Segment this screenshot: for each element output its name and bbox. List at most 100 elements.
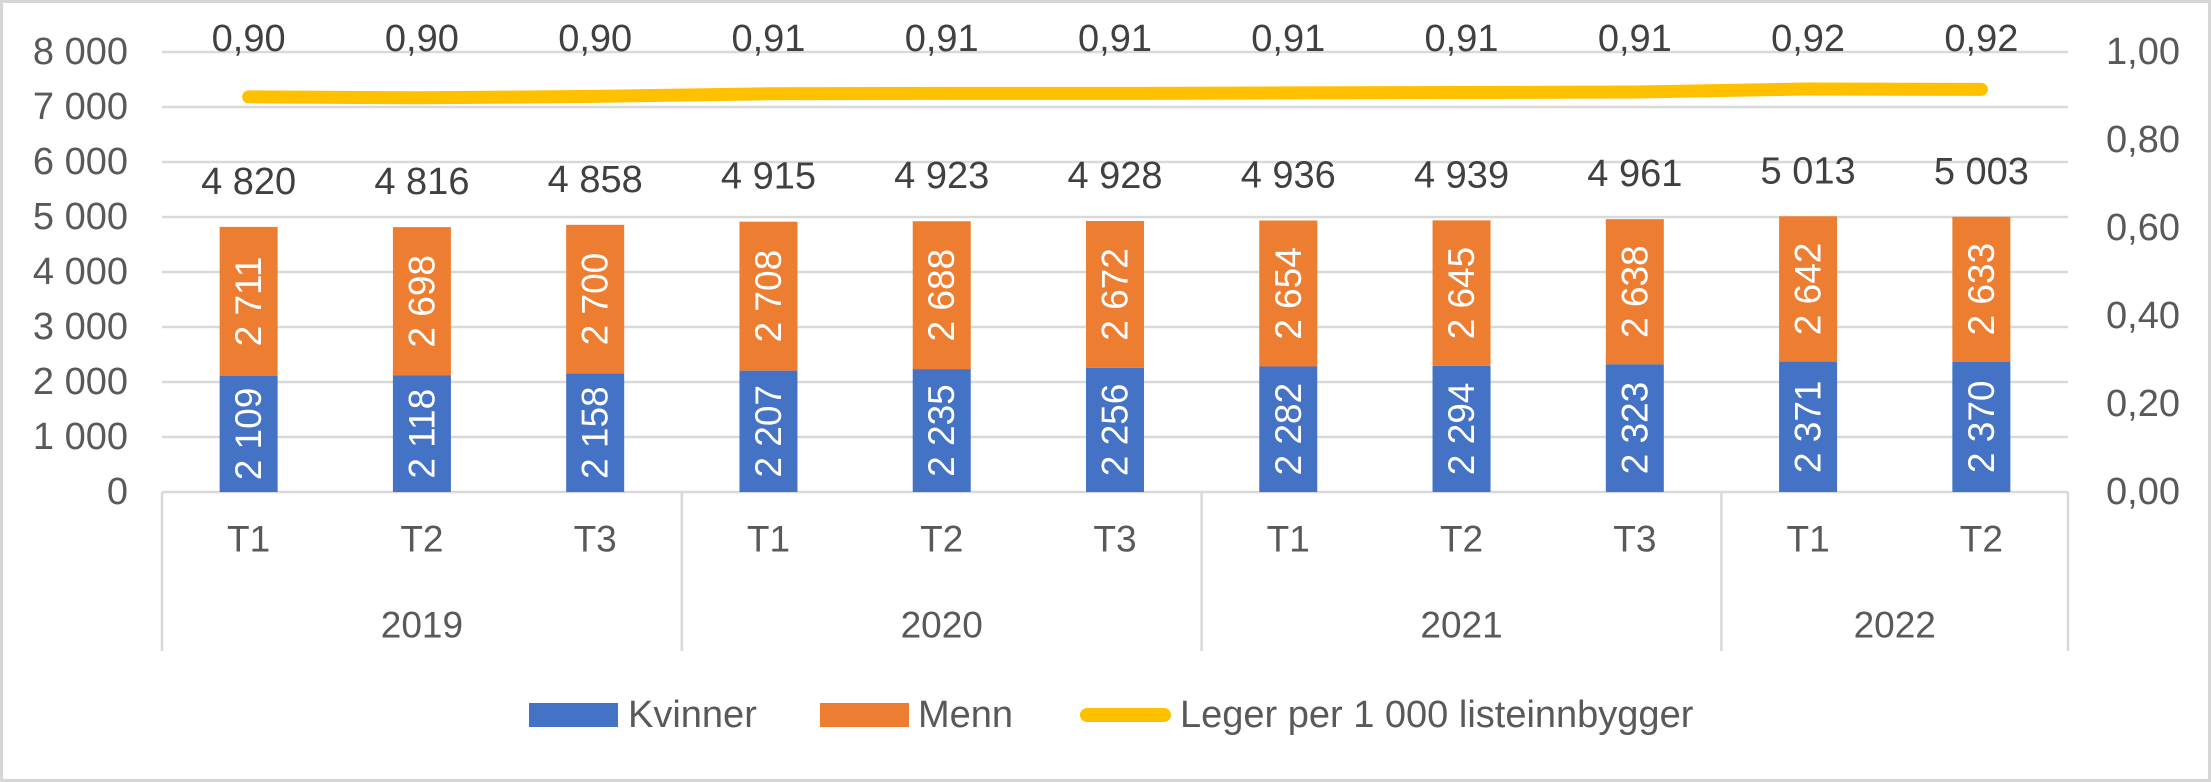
tertial-tick-label[interactable]: T2 [400,519,443,560]
bar-value-label-menn: 2 698 [401,255,442,348]
bar-total-label: 4 816 [374,161,469,203]
right-axis-tick: 0,40 [2106,295,2180,337]
left-axis-tick: 5 000 [33,196,128,238]
bar-segment-kvinner[interactable] [1605,364,1664,492]
left-axis-tick: 6 000 [33,141,128,183]
bar-value-label-kvinner: 2 207 [748,385,789,478]
bar-segment-kvinner[interactable] [1432,365,1491,492]
year-tick-label[interactable]: 2020 [901,605,983,646]
tertial-tick-label[interactable]: T3 [1613,519,1656,560]
bar-value-label-menn: 2 700 [575,253,616,346]
category-axis: T1 T2 T3 2019 T1 T2 T3 2020 T1 T2 T3 2021 T1 T2 2022 [160,492,2070,651]
tertial-tick-label[interactable]: T2 [920,519,963,560]
bar-segment-kvinner[interactable] [912,369,971,492]
tertial-tick-label[interactable]: T3 [1093,519,1136,560]
left-axis-tick: 3 000 [33,306,128,348]
bar-series [219,216,2011,492]
bar-segment-kvinner[interactable] [1952,361,2011,492]
line-value-label: 0,90 [558,18,632,60]
bar-segment-kvinner[interactable] [739,370,798,492]
legend-line-swatch [1080,708,1171,722]
tertial-tick-label[interactable]: T1 [227,519,270,560]
legend-item-kvinner[interactable]: Kvinner [529,694,757,736]
bar-value-label-menn: 2 708 [748,250,789,343]
bar-value-label-kvinner: 2 118 [401,389,442,479]
bar-value-label-menn: 2 672 [1095,248,1136,341]
bar-segment-kvinner[interactable] [1086,367,1144,492]
bar-segment-menn[interactable] [566,224,625,374]
labels: 8 000 7 000 6 000 5 000 4 000 3 000 2 000 1 000… [33,18,2180,513]
line-value-label: 0,90 [385,18,459,60]
bar-segment-kvinner[interactable] [219,376,278,492]
bar-segment-kvinner[interactable] [1779,361,1838,492]
left-axis-tick: 1 000 [33,416,128,458]
legend-item-leger[interactable]: Leger per 1 000 listeinnbygger [1080,694,1694,736]
tertial-tick-label[interactable]: T2 [1960,519,2003,560]
line-series-leger-per-1000[interactable] [242,82,1988,105]
line-value-label: 0,91 [731,18,805,60]
legend-swatch [820,703,909,727]
year-tick-label[interactable]: 2021 [1420,605,1502,646]
line-value-label: 0,91 [1425,18,1499,60]
left-axis-tick: 4 000 [33,251,128,293]
bar-value-label-kvinner: 2 282 [1268,383,1309,476]
tertial-tick-label[interactable]: T1 [747,519,790,560]
bar-value-label-kvinner: 2 256 [1095,384,1136,477]
combo-chart-svg: 8 000 7 000 6 000 5 000 4 000 3 000 2 000 1 000… [33,18,2180,736]
bar-segment-menn[interactable] [912,221,971,370]
bar-value-label-menn: 2 642 [1788,243,1829,336]
year-tick-label[interactable]: 2019 [381,605,463,646]
bar-value-label-kvinner: 2 323 [1614,382,1655,475]
bar-segment-menn[interactable] [1259,220,1318,367]
tertial-tick-label[interactable]: T2 [1440,519,1483,560]
legend-item-menn[interactable]: Menn [820,694,1013,736]
tertial-tick-label[interactable]: T1 [1267,519,1310,560]
left-axis-tick: 2 000 [33,361,128,403]
bar-segment-menn[interactable] [1952,216,2011,362]
bar-total-label: 4 928 [1067,155,1162,197]
tertial-tick-label[interactable]: T1 [1786,519,1829,560]
bar-total-label: 5 013 [1761,150,1856,192]
bar-segment-menn[interactable] [1432,220,1491,366]
legend: Kvinner Menn Leger per 1 000 listeinnbygge… [529,694,1694,736]
bar-value-label-kvinner: 2 370 [1961,381,2002,474]
legend-swatch [529,703,618,727]
line-value-label: 0,91 [1251,18,1325,60]
bar-total-label: 4 858 [548,159,643,201]
bar-total-label: 4 961 [1587,153,1682,195]
year-tick-label[interactable]: 2022 [1854,605,1936,646]
bar-segment-kvinner[interactable] [392,375,451,492]
legend-label: Kvinner [628,694,757,736]
bar-total-label: 4 923 [894,155,989,197]
tertial-tick-label[interactable]: T3 [574,519,617,560]
bar-total-label: 5 003 [1934,151,2029,193]
bar-segment-menn[interactable] [1086,220,1144,368]
right-axis-tick: 0,20 [2106,383,2180,425]
line-value-label: 0,91 [905,18,979,60]
left-axis-tick: 8 000 [33,31,128,73]
left-axis-tick: 0 [107,471,128,513]
bar-value-label-menn: 2 645 [1441,247,1482,340]
line-value-label: 0,92 [1771,18,1845,60]
bar-segment-kvinner[interactable] [1259,366,1318,492]
line-value-label: 0,91 [1078,18,1152,60]
right-axis-tick: 0,60 [2106,207,2180,249]
bar-total-label: 4 939 [1414,154,1509,196]
bar-value-label-menn: 2 711 [228,257,269,347]
bar-total-label: 4 915 [721,156,816,198]
bar-value-label-kvinner: 2 235 [921,384,962,477]
line-value-label: 0,90 [212,18,286,60]
bar-total-label: 4 936 [1241,155,1336,197]
bar-segment-kvinner[interactable] [566,373,625,492]
bar-value-label-menn: 2 654 [1268,247,1309,340]
bar-segment-menn[interactable] [739,221,798,371]
legend-label: Menn [918,694,1013,736]
right-axis-tick: 1,00 [2106,31,2180,73]
bar-segment-menn[interactable] [219,226,278,377]
bar-segment-menn[interactable] [392,227,451,376]
bar-value-label-kvinner: 2 109 [228,388,269,481]
bar-value-label-kvinner: 2 294 [1441,383,1482,476]
bar-segment-menn[interactable] [1779,216,1838,362]
bar-segment-menn[interactable] [1605,219,1664,365]
